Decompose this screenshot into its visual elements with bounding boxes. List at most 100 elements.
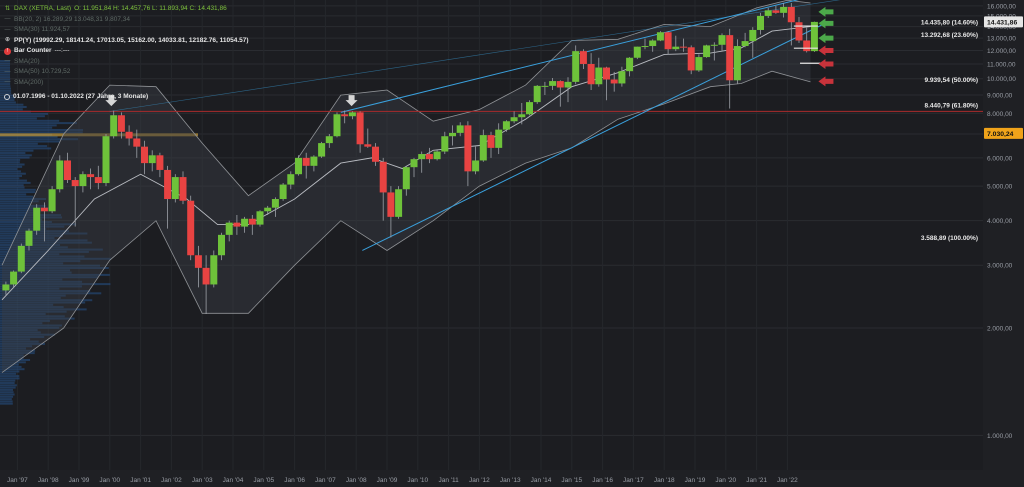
candle-body <box>726 35 734 81</box>
volume-profile-bar <box>0 71 11 74</box>
candle-body <box>449 132 456 137</box>
annotations: 14.435,80 (14.60%) 13.292,68 (23.60%) 9.93… <box>105 6 978 242</box>
channel-outer-line <box>109 0 841 112</box>
price-tick-label: 4.000,00 <box>987 218 1013 225</box>
time-tick-label: Jan '12 <box>469 477 490 484</box>
candle-body <box>795 22 803 41</box>
legend-bar-counter: Bar Counter <box>14 47 52 54</box>
candle-body <box>194 255 202 268</box>
candle-body <box>803 40 811 52</box>
candle-body <box>787 6 795 23</box>
volume-profile-bar <box>0 379 16 382</box>
price-tick-label: 2.000,00 <box>987 326 1013 333</box>
volume-profile-bar <box>0 398 12 401</box>
candle-body <box>25 230 33 246</box>
candle-body <box>325 136 333 144</box>
candle-body <box>749 29 757 42</box>
time-tick-label: Jan '02 <box>161 477 182 484</box>
legend-symbol-row[interactable]: ⇅ DAX (XETRA, Last) O: 11.951,84 H: 14.4… <box>4 4 249 15</box>
candle-body <box>171 177 179 200</box>
legend-bar-counter-row[interactable]: ! Bar Counter ---:--- <box>4 46 249 57</box>
time-tick-label: Jan '08 <box>346 477 367 484</box>
candle-body <box>33 207 41 231</box>
candle-body <box>479 135 487 161</box>
volume-profile-bar <box>0 273 110 276</box>
candle-body <box>79 174 87 187</box>
candle-body <box>56 160 64 190</box>
legend-sma30: SMA(30) 11.924,57 <box>14 26 70 33</box>
legend-sma-row[interactable]: — SMA(20) <box>4 57 249 68</box>
green-arrow-icon <box>818 33 834 44</box>
volume-profile-bar <box>0 117 37 120</box>
candle-body <box>64 160 71 181</box>
fib-level-label: 9.939,54 (50.00%) <box>925 77 978 84</box>
volume-profile-bar <box>0 191 36 194</box>
volume-profile-bar <box>0 66 11 69</box>
legend-range-row[interactable]: 01.07.1996 - 01.10.2022 (27 Jahre, 3 Mon… <box>4 92 249 103</box>
candle-body <box>626 57 634 72</box>
candle-body <box>202 267 210 285</box>
volume-profile-bar <box>0 221 52 223</box>
volume-profile-bar <box>0 73 11 76</box>
candle-body <box>641 46 649 48</box>
legend-sma30-row[interactable]: — SMA(30) 11.924,57 <box>4 25 249 36</box>
volume-profile-bar <box>0 138 79 141</box>
price-tick-label: 13.000,00 <box>987 36 1016 43</box>
channel-lower-line <box>362 21 828 251</box>
fib-level-label: 14.435,80 (14.60%) <box>921 19 978 26</box>
volume-profile-bar <box>0 85 11 88</box>
volume-profile-bar <box>0 108 23 111</box>
volume-profile-bar <box>0 361 26 364</box>
candle-body <box>117 115 125 132</box>
volume-profile-bar <box>0 338 31 341</box>
time-tick-label: Jan '16 <box>592 477 613 484</box>
line-icon: — <box>4 16 11 23</box>
candles-group <box>2 3 818 314</box>
time-axis: Jan '97 Jan '98 Jan '99 Jan '00 Jan '01 Jan '… <box>7 477 798 484</box>
volume-profile-bar <box>0 372 17 375</box>
time-tick-label: Jan '14 <box>531 477 552 484</box>
volume-profile-bar <box>0 232 88 235</box>
volume-profile-bar <box>0 168 18 171</box>
volume-profile-bar <box>0 161 20 164</box>
volume-profile-bar <box>0 370 20 373</box>
legend-bb-row[interactable]: — BB(20, 2) 16.289,29 13.048,31 9.807,34 <box>4 15 249 26</box>
green-arrow-icon <box>818 6 834 17</box>
volume-profile-bar <box>0 78 11 81</box>
time-tick-label: Jan '10 <box>407 477 428 484</box>
volume-profile-bar <box>0 195 34 198</box>
candle-body <box>764 10 772 16</box>
volume-profile-bar <box>0 331 41 334</box>
legend-sma50-row[interactable]: — SMA(50) 10.729,52 <box>4 67 249 78</box>
candle-body <box>502 121 510 130</box>
time-tick-label: Jan '01 <box>130 477 151 484</box>
volume-profile-bar <box>0 287 60 290</box>
candle-body <box>772 10 780 13</box>
volume-profile-bar <box>0 347 26 350</box>
volume-profile-bar <box>0 131 83 134</box>
volume-profile-bar <box>0 319 50 322</box>
candle-body <box>133 138 141 147</box>
volume-profile-bar <box>0 315 65 318</box>
candle-body <box>710 44 718 46</box>
volume-profile-bar <box>0 214 62 217</box>
time-tick-label: Jan '04 <box>223 477 244 484</box>
volume-profile-bar <box>0 276 98 279</box>
legend-sma200-row[interactable]: — SMA(200) <box>4 78 249 89</box>
volume-profile-bar <box>0 92 12 95</box>
candle-body <box>310 156 318 166</box>
legend-pp-row[interactable]: ⊕ PP(Y) (19992.29, 18141.24, 17013.05, 1… <box>4 36 249 47</box>
line-icon: — <box>4 79 11 86</box>
time-tick-label: Jan '97 <box>7 477 28 484</box>
candle-body <box>372 146 379 162</box>
legend-sma50: SMA(50) 10.729,52 <box>14 68 71 75</box>
line-icon: — <box>4 58 11 65</box>
volume-profile-bar <box>0 306 64 309</box>
volume-profile-bar <box>0 184 24 187</box>
volume-profile-bar <box>0 230 70 233</box>
volume-profile-bar <box>0 352 35 355</box>
time-tick-label: Jan '06 <box>284 477 305 484</box>
candle-body <box>94 177 102 184</box>
candle-body <box>656 32 664 41</box>
